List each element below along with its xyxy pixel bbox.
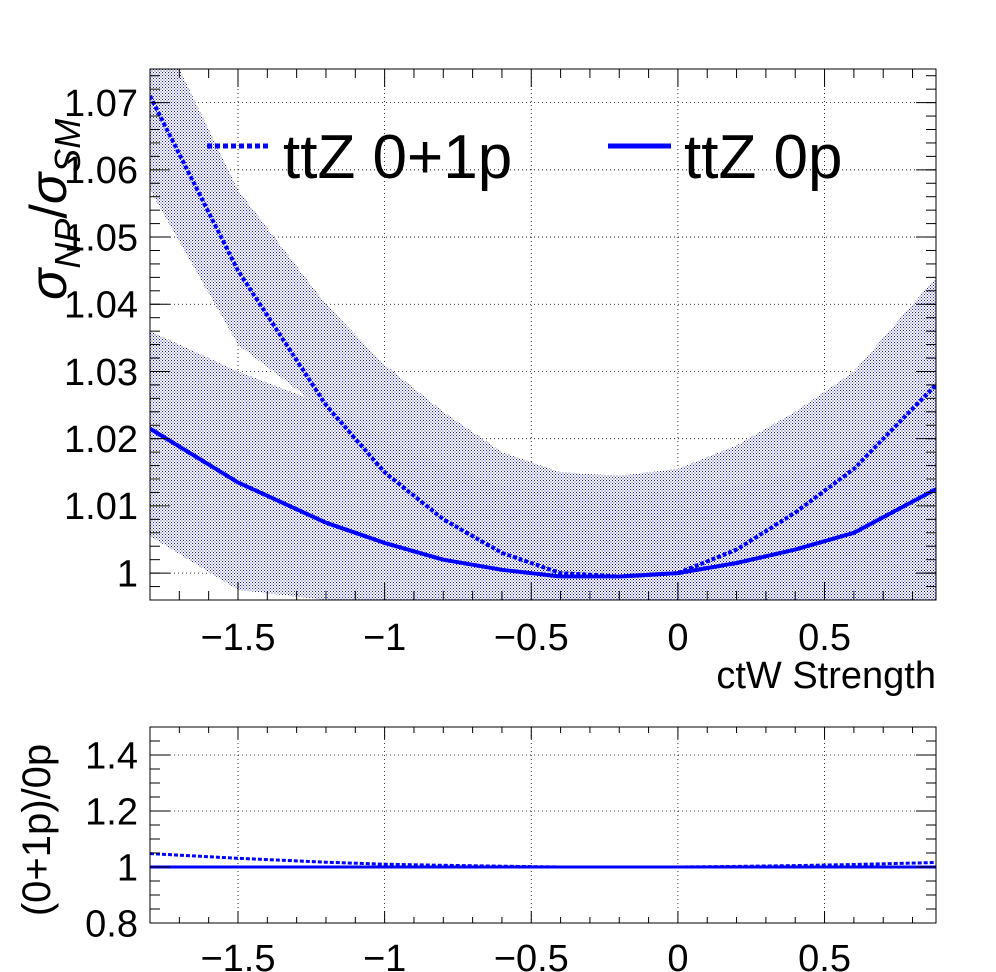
y-tick-label: 1 — [117, 553, 138, 595]
y-tick-label: 1.05 — [64, 217, 138, 259]
series-line-ttz-0p — [150, 426, 936, 579]
uncertainty-bands — [150, 69, 936, 600]
x-tick-label: −1.5 — [200, 938, 275, 972]
legend-label-ttz-0-1p: ttZ 0+1p — [283, 123, 512, 192]
y-tick-label: 1 — [117, 847, 138, 889]
main-x-axis-label: ctW Strength — [716, 655, 936, 697]
main-x-tick-labels: −1.5 −1 −0.5 0 0.5 — [200, 617, 850, 659]
main-plot-frame — [149, 68, 937, 601]
svg-text:σNP/σSM: σNP/σSM — [20, 119, 88, 300]
ratio-tick-marks — [149, 726, 936, 924]
series-line-ttz-0-1p — [150, 95, 936, 579]
legend-entry-ttz-0-1p: ttZ 0+1p — [207, 123, 512, 192]
y-tick-label: 1.01 — [64, 486, 138, 528]
x-tick-label: 0.5 — [798, 617, 851, 659]
ratio-panel: −1.5 −1 −0.5 0 0.5 0.8 1 1.2 1.4 (0+1p)/0p — [15, 726, 937, 972]
ratio-plot-frame — [149, 726, 937, 924]
main-y-axis-label: σNP/σSM — [20, 119, 88, 300]
main-panel: −1.5 −1 −0.5 0 0.5 1 1.01 1.02 1.03 1.04 1.05 1.06… — [20, 68, 937, 697]
y-tick-label: 1.4 — [85, 735, 138, 777]
y-tick-label: 1.2 — [85, 791, 138, 833]
band-ttz-0p — [150, 331, 936, 600]
ratio-series-lines — [150, 852, 936, 869]
main-y-tick-labels: 1 1.01 1.02 1.03 1.04 1.05 1.06 1.07 — [64, 83, 138, 596]
y-tick-label: 1.04 — [64, 285, 138, 327]
x-tick-label: −1.5 — [200, 617, 275, 659]
band-ttz-0-1p — [150, 69, 936, 600]
ratio-gridlines — [150, 727, 936, 924]
x-tick-label: 0 — [667, 938, 688, 972]
y-tick-label: 1.03 — [64, 352, 138, 394]
y-tick-label: 1.02 — [64, 419, 138, 461]
legend: ttZ 0+1p ttZ 0p — [207, 123, 843, 192]
x-tick-label: −1 — [363, 938, 406, 972]
main-tick-marks — [149, 69, 936, 601]
ratio-y-tick-labels: 0.8 1 1.2 1.4 — [85, 735, 138, 945]
x-tick-label: −1 — [363, 617, 406, 659]
x-tick-label: 0 — [667, 617, 688, 659]
ratio-line-ttz-0-1p — [150, 852, 936, 869]
legend-entry-ttz-0p: ttZ 0p — [608, 123, 843, 192]
x-tick-label: 0.5 — [798, 938, 851, 972]
y-tick-label: 0.8 — [85, 903, 138, 945]
x-tick-label: −0.5 — [494, 938, 569, 972]
main-series-lines — [150, 95, 936, 579]
y-tick-label: 1.07 — [64, 83, 138, 125]
y-tick-label: 1.06 — [64, 150, 138, 192]
x-tick-label: −0.5 — [494, 617, 569, 659]
ratio-x-tick-labels: −1.5 −1 −0.5 0 0.5 — [200, 938, 850, 972]
ratio-y-axis-label: (0+1p)/0p — [15, 744, 59, 916]
legend-label-ttz-0p: ttZ 0p — [684, 123, 843, 192]
